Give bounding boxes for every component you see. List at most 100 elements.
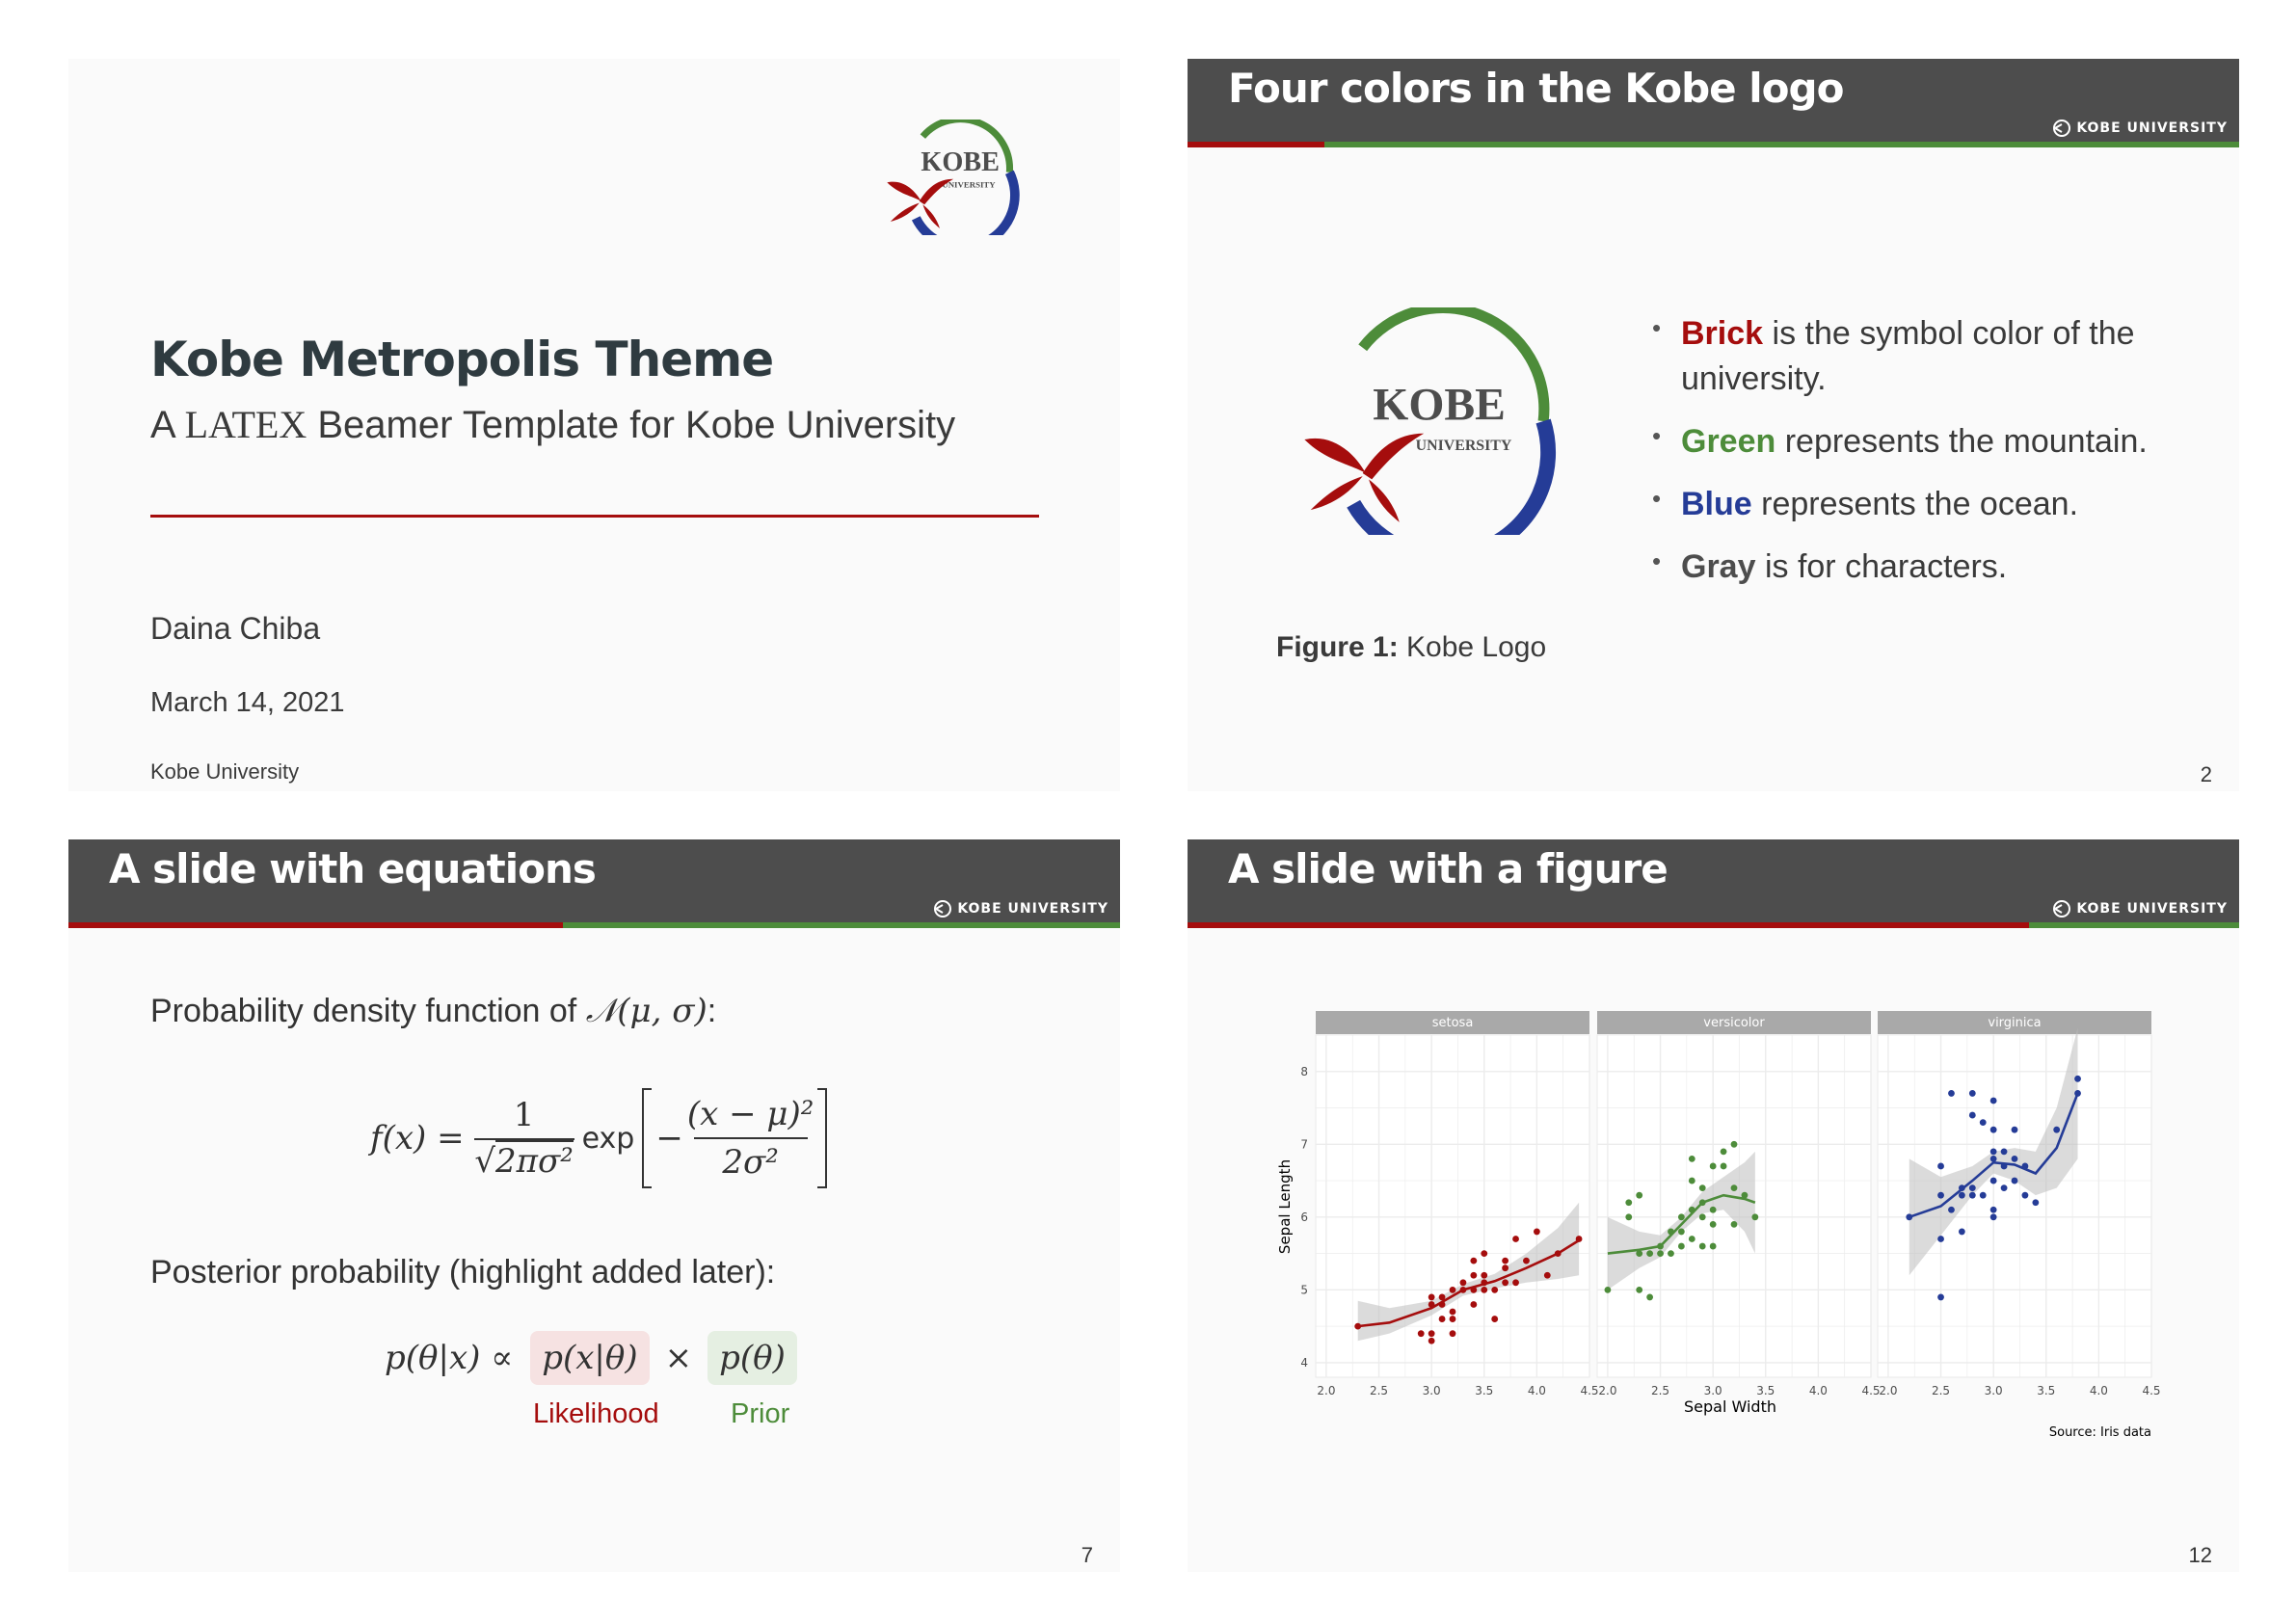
- data-point: [1449, 1316, 1456, 1322]
- data-point: [1636, 1191, 1643, 1199]
- data-point: [1937, 1162, 1944, 1170]
- data-point: [1625, 1213, 1633, 1221]
- data-point: [2021, 1191, 2029, 1199]
- frame-title: Four colors in the Kobe logo: [1228, 65, 1844, 112]
- eq-exp: exp: [581, 1121, 635, 1156]
- data-point: [1968, 1184, 1976, 1192]
- progress-fill: [1188, 142, 1324, 147]
- data-point: [1979, 1119, 1987, 1127]
- latex-logo: LATEX: [184, 403, 307, 446]
- data-point: [2053, 1126, 2061, 1133]
- data-point: [2011, 1126, 2018, 1133]
- data-point: [1989, 1156, 1997, 1162]
- posterior-equation: p(θ|x) ∝ p(x|θ) × p(θ): [385, 1331, 797, 1385]
- logo-subtext: UNIVERSITY: [1416, 438, 1512, 454]
- posterior-intro-text: Posterior probability (highlight added l…: [150, 1254, 776, 1290]
- data-point: [1543, 1271, 1551, 1279]
- progress-bar: [68, 922, 1120, 928]
- x-tick-label: 3.5: [2037, 1384, 2055, 1397]
- frame-title: A slide with equations: [109, 845, 597, 892]
- frame-header: A slide with a figure KOBE UNIVERSITY: [1188, 839, 2239, 922]
- data-point: [1958, 1191, 1965, 1199]
- subtitle-prefix: A: [150, 404, 174, 446]
- data-point: [1512, 1236, 1519, 1242]
- frame-header: Four colors in the Kobe logo KOBE UNIVER…: [1188, 59, 2239, 142]
- title-slide: KOBE UNIVERSITY Kobe Metropolis Theme A …: [68, 59, 1120, 791]
- fraction-bar: [473, 1138, 574, 1140]
- facet-label: virginica: [1988, 1016, 2041, 1030]
- eq-inner-den: 2σ²: [722, 1143, 779, 1182]
- pdf-intro-prefix: Probability density function of: [150, 993, 577, 1029]
- x-tick-label: 3.5: [1756, 1384, 1775, 1397]
- header-brand-text: KOBE UNIVERSITY: [2076, 901, 2228, 917]
- data-point: [1636, 1286, 1643, 1293]
- presentation-title: Kobe Metropolis Theme: [150, 332, 774, 387]
- eq-fraction-num: 1: [513, 1096, 535, 1134]
- data-point: [1730, 1184, 1738, 1192]
- data-point: [1502, 1264, 1509, 1272]
- progress-bar: [1188, 922, 2239, 928]
- list-item: Green represents the mountain.: [1650, 419, 2209, 465]
- data-point: [1428, 1293, 1435, 1301]
- x-tick-label: 3.5: [1475, 1384, 1493, 1397]
- title-rule: [150, 515, 1039, 518]
- x-tick-label: 2.0: [1598, 1384, 1616, 1397]
- data-point: [1636, 1250, 1643, 1257]
- progress-fill: [68, 922, 563, 928]
- bullet-text: is for characters.: [1764, 547, 2008, 585]
- right-bracket: [817, 1088, 828, 1188]
- posterior-lhs: p(θ|x) ∝: [385, 1339, 514, 1377]
- bullet-keyword: Gray: [1681, 547, 1756, 585]
- kobe-logo-large: KOBE UNIVERSITY: [1304, 307, 1557, 535]
- list-item: Gray is for characters.: [1650, 545, 2209, 590]
- page-number: 12: [2188, 1543, 2212, 1567]
- pdf-equation: f(x) = 1 √2πσ² exp − (x − μ)² 2σ²: [370, 1088, 828, 1188]
- normal-dist-symbol: 𝒩(μ, σ): [585, 992, 707, 1030]
- smooth-line: [1909, 1092, 2079, 1219]
- data-point: [1491, 1316, 1499, 1322]
- facet-strip: [1597, 1011, 1871, 1034]
- logo-text: KOBE: [921, 147, 1000, 177]
- header-brand-text: KOBE UNIVERSITY: [2076, 120, 2228, 136]
- bullet-keyword: Blue: [1681, 485, 1752, 522]
- header-brand: KOBE UNIVERSITY: [933, 899, 1108, 918]
- times-symbol: ×: [664, 1339, 693, 1377]
- prior-label: Prior: [731, 1398, 790, 1429]
- progress-fill: [1188, 922, 2029, 928]
- data-point: [1751, 1213, 1759, 1221]
- x-tick-label: 2.5: [1932, 1384, 1950, 1397]
- data-point: [1698, 1213, 1706, 1221]
- x-tick-label: 2.0: [1879, 1384, 1897, 1397]
- facet-label: setosa: [1432, 1016, 1474, 1030]
- bullet-text: is the symbol color of the university.: [1681, 315, 2135, 397]
- data-point: [1979, 1191, 1987, 1199]
- data-point: [1968, 1111, 1976, 1119]
- author: Daina Chiba: [150, 611, 321, 646]
- data-point: [1989, 1126, 1997, 1133]
- eq-minus: −: [655, 1119, 683, 1157]
- y-tick-label: 4: [1300, 1356, 1308, 1370]
- bullet-keyword: Green: [1681, 422, 1776, 460]
- data-point: [1688, 1236, 1695, 1242]
- data-point: [1449, 1286, 1456, 1293]
- data-point: [2074, 1075, 2081, 1082]
- header-brand: KOBE UNIVERSITY: [2052, 119, 2228, 138]
- data-point: [1481, 1250, 1488, 1257]
- data-point: [1698, 1184, 1706, 1192]
- slide-figure: A slide with a figure KOBE UNIVERSITY se…: [1188, 839, 2239, 1572]
- data-point: [1491, 1286, 1499, 1293]
- bullet-keyword: Brick: [1681, 315, 1764, 352]
- data-point: [1625, 1199, 1633, 1207]
- eq-inner-num: (x − μ)²: [686, 1095, 814, 1133]
- pdf-intro-suffix: :: [707, 993, 717, 1029]
- data-point: [1428, 1330, 1435, 1338]
- color-bullet-list: Brick is the symbol color of the univers…: [1650, 311, 2209, 607]
- caption-text: Kobe Logo: [1406, 631, 1547, 663]
- eq-lhs: f(x) =: [370, 1119, 465, 1157]
- pdf-intro-text: Probability density function of 𝒩(μ, σ):: [150, 992, 716, 1030]
- data-point: [1481, 1286, 1488, 1293]
- y-tick-label: 6: [1300, 1211, 1308, 1224]
- data-point: [1720, 1162, 1727, 1170]
- data-point: [2011, 1177, 2018, 1184]
- data-point: [1937, 1293, 1944, 1301]
